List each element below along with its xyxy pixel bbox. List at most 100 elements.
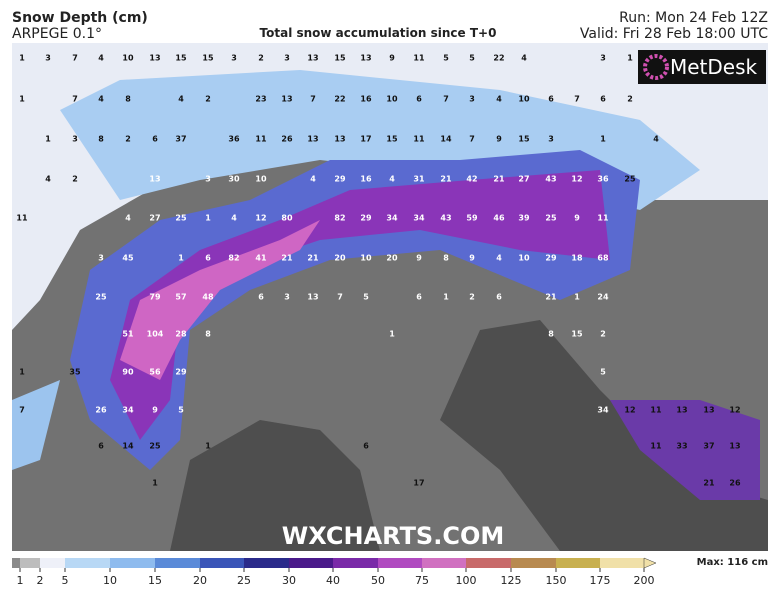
map-label: 36 bbox=[228, 135, 240, 144]
map-label: 9 bbox=[496, 135, 502, 144]
map-label: 4 bbox=[310, 175, 316, 184]
snow-heavy bbox=[110, 170, 610, 440]
ligurian-sea bbox=[170, 420, 380, 551]
map-label: 4 bbox=[98, 95, 104, 104]
map-label: 15 bbox=[175, 54, 187, 63]
map-label: 14 bbox=[440, 135, 452, 144]
map-label: 17 bbox=[413, 479, 424, 488]
map-label: 6 bbox=[600, 95, 606, 104]
colorbar-segment bbox=[422, 558, 466, 568]
map-label: 10 bbox=[122, 54, 134, 63]
colorbar-segment bbox=[333, 558, 378, 568]
map-label: 13 bbox=[729, 442, 740, 451]
map-label: 1 bbox=[600, 135, 606, 144]
map-label: 2 bbox=[72, 175, 78, 184]
map-label: 4 bbox=[496, 254, 502, 263]
map-label: 21 bbox=[307, 254, 319, 263]
map-label: 4 bbox=[98, 54, 104, 63]
map-label: 104 bbox=[147, 330, 164, 339]
map-label: 1 bbox=[152, 479, 158, 488]
colorbar-label: 125 bbox=[501, 574, 522, 587]
map-label: 21 bbox=[493, 175, 505, 184]
map-label: 6 bbox=[496, 293, 502, 302]
map-label: 45 bbox=[122, 254, 134, 263]
map-label: 16 bbox=[360, 175, 372, 184]
map-label: 79 bbox=[149, 293, 161, 302]
map-label: 3 bbox=[284, 293, 290, 302]
map-label: 16 bbox=[360, 95, 372, 104]
map-label: 9 bbox=[389, 54, 395, 63]
map-label: 9 bbox=[574, 214, 580, 223]
map-label: 13 bbox=[149, 175, 160, 184]
map-label: 46 bbox=[493, 214, 505, 223]
map-label: 5 bbox=[443, 54, 449, 63]
map-label: 6 bbox=[98, 442, 104, 451]
valid: Valid: Fri 28 Feb 18:00 UTC bbox=[580, 26, 768, 42]
map-label: 1 bbox=[574, 293, 580, 302]
map-label: 13 bbox=[307, 135, 318, 144]
colorbar-segment bbox=[556, 558, 600, 568]
map-label: 2 bbox=[258, 54, 264, 63]
map-label: 13 bbox=[703, 406, 714, 415]
map-label: 43 bbox=[545, 175, 556, 184]
map-label: 21 bbox=[703, 479, 715, 488]
map-label: 4 bbox=[496, 95, 502, 104]
map-label: 51 bbox=[122, 330, 134, 339]
colorbar-label: 1 bbox=[17, 574, 24, 587]
map-label: 28 bbox=[175, 330, 187, 339]
map-label: 22 bbox=[493, 54, 504, 63]
map-label: 25 bbox=[95, 293, 107, 302]
map-label: 7 bbox=[574, 95, 580, 104]
map-label: 82 bbox=[228, 254, 239, 263]
map-label: 1 bbox=[443, 293, 449, 302]
map-label: 42 bbox=[466, 175, 477, 184]
map-label: 6 bbox=[205, 254, 211, 263]
map-label: 20 bbox=[386, 254, 398, 263]
map-label: 57 bbox=[175, 293, 186, 302]
map-label: 3 bbox=[600, 54, 606, 63]
logo-box bbox=[638, 50, 766, 84]
map-label: 4 bbox=[521, 54, 527, 63]
map-label: 13 bbox=[334, 135, 345, 144]
map-label: 68 bbox=[597, 254, 609, 263]
map-label: 1 bbox=[178, 254, 184, 263]
colorbar-segment bbox=[12, 558, 20, 568]
map-label: 2 bbox=[205, 95, 211, 104]
colorbar-end bbox=[643, 557, 657, 569]
map-label: 6 bbox=[152, 135, 158, 144]
map-label: 1 bbox=[389, 330, 395, 339]
map-label: 29 bbox=[334, 175, 346, 184]
map-label: 25 bbox=[149, 442, 161, 451]
map-label: 48 bbox=[202, 293, 214, 302]
map-label: 1 bbox=[19, 95, 25, 104]
map-label: 25 bbox=[175, 214, 187, 223]
map-label: 13 bbox=[676, 406, 687, 415]
map-label: 6 bbox=[416, 95, 422, 104]
map-label: 80 bbox=[281, 214, 293, 223]
map-label: 15 bbox=[518, 135, 530, 144]
map-label: 3 bbox=[469, 95, 475, 104]
map-label: 21 bbox=[281, 254, 293, 263]
map-label: 90 bbox=[122, 368, 134, 377]
map-label: 29 bbox=[360, 214, 372, 223]
map-label: 39 bbox=[518, 214, 530, 223]
model: ARPEGE 0.1° bbox=[12, 26, 102, 42]
snow-west bbox=[12, 380, 60, 470]
map-label: 7 bbox=[72, 95, 78, 104]
map-label: 7 bbox=[72, 54, 78, 63]
map-label: 37 bbox=[703, 442, 714, 451]
map-label: 8 bbox=[443, 254, 449, 263]
map-label: 4 bbox=[231, 214, 237, 223]
map-label: 37 bbox=[175, 135, 186, 144]
map-label: 1 bbox=[205, 442, 211, 451]
colorbar: 1 2 5 10 15 20 25 30 40 50 75 100 125 150 175 200 bbox=[12, 557, 657, 587]
colorbar-segment bbox=[65, 558, 110, 568]
map-label: 26 bbox=[95, 406, 107, 415]
map-label: 5 bbox=[469, 54, 475, 63]
map-label: 11 bbox=[650, 442, 662, 451]
map-label: 6 bbox=[258, 293, 264, 302]
map-label: 12 bbox=[571, 175, 582, 184]
map-label: 5 bbox=[363, 293, 369, 302]
colorbar-label: 200 bbox=[634, 574, 655, 587]
